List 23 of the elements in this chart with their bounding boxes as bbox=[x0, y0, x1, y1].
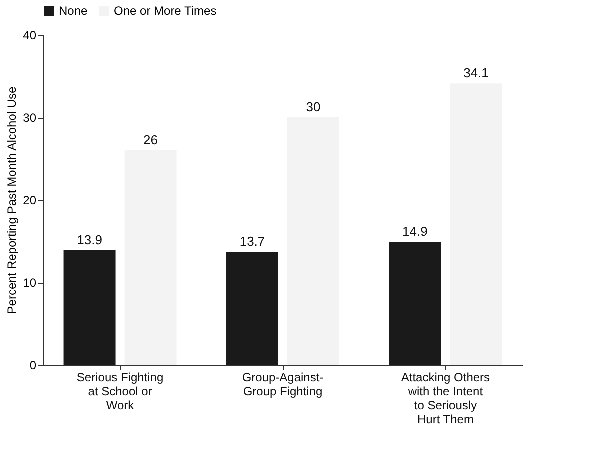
bar bbox=[389, 242, 442, 365]
data-label: 26 bbox=[144, 132, 158, 148]
y-axis-title: Percent Reporting Past Month Alcohol Use bbox=[5, 86, 20, 314]
x-tick-label: Group-Against-Group Fighting bbox=[242, 370, 324, 398]
data-label: 30 bbox=[306, 100, 321, 114]
y-tick-label: 10 bbox=[23, 276, 37, 290]
x-tick-label: Serious Fighting at School or Work bbox=[76, 370, 164, 412]
x-tick-label: Attacking Others with the Intent to Seriously Hurt Them bbox=[401, 370, 490, 426]
y-tick-label: 20 bbox=[23, 194, 37, 208]
bar bbox=[124, 150, 177, 365]
bar bbox=[450, 84, 502, 365]
bar bbox=[226, 252, 278, 365]
data-label: 14.9 bbox=[402, 224, 428, 240]
data-label: 34.1 bbox=[464, 66, 489, 81]
bar bbox=[288, 118, 340, 365]
y-tick-label: 30 bbox=[23, 111, 37, 125]
y-tick-label: 40 bbox=[23, 28, 37, 42]
data-label: 13.9 bbox=[77, 232, 102, 248]
legend-label: None bbox=[59, 4, 88, 18]
legend-label: One or More Times bbox=[114, 4, 217, 18]
data-label: 13.7 bbox=[240, 234, 266, 249]
y-tick-label: 0 bbox=[30, 358, 37, 372]
bar bbox=[64, 250, 116, 365]
